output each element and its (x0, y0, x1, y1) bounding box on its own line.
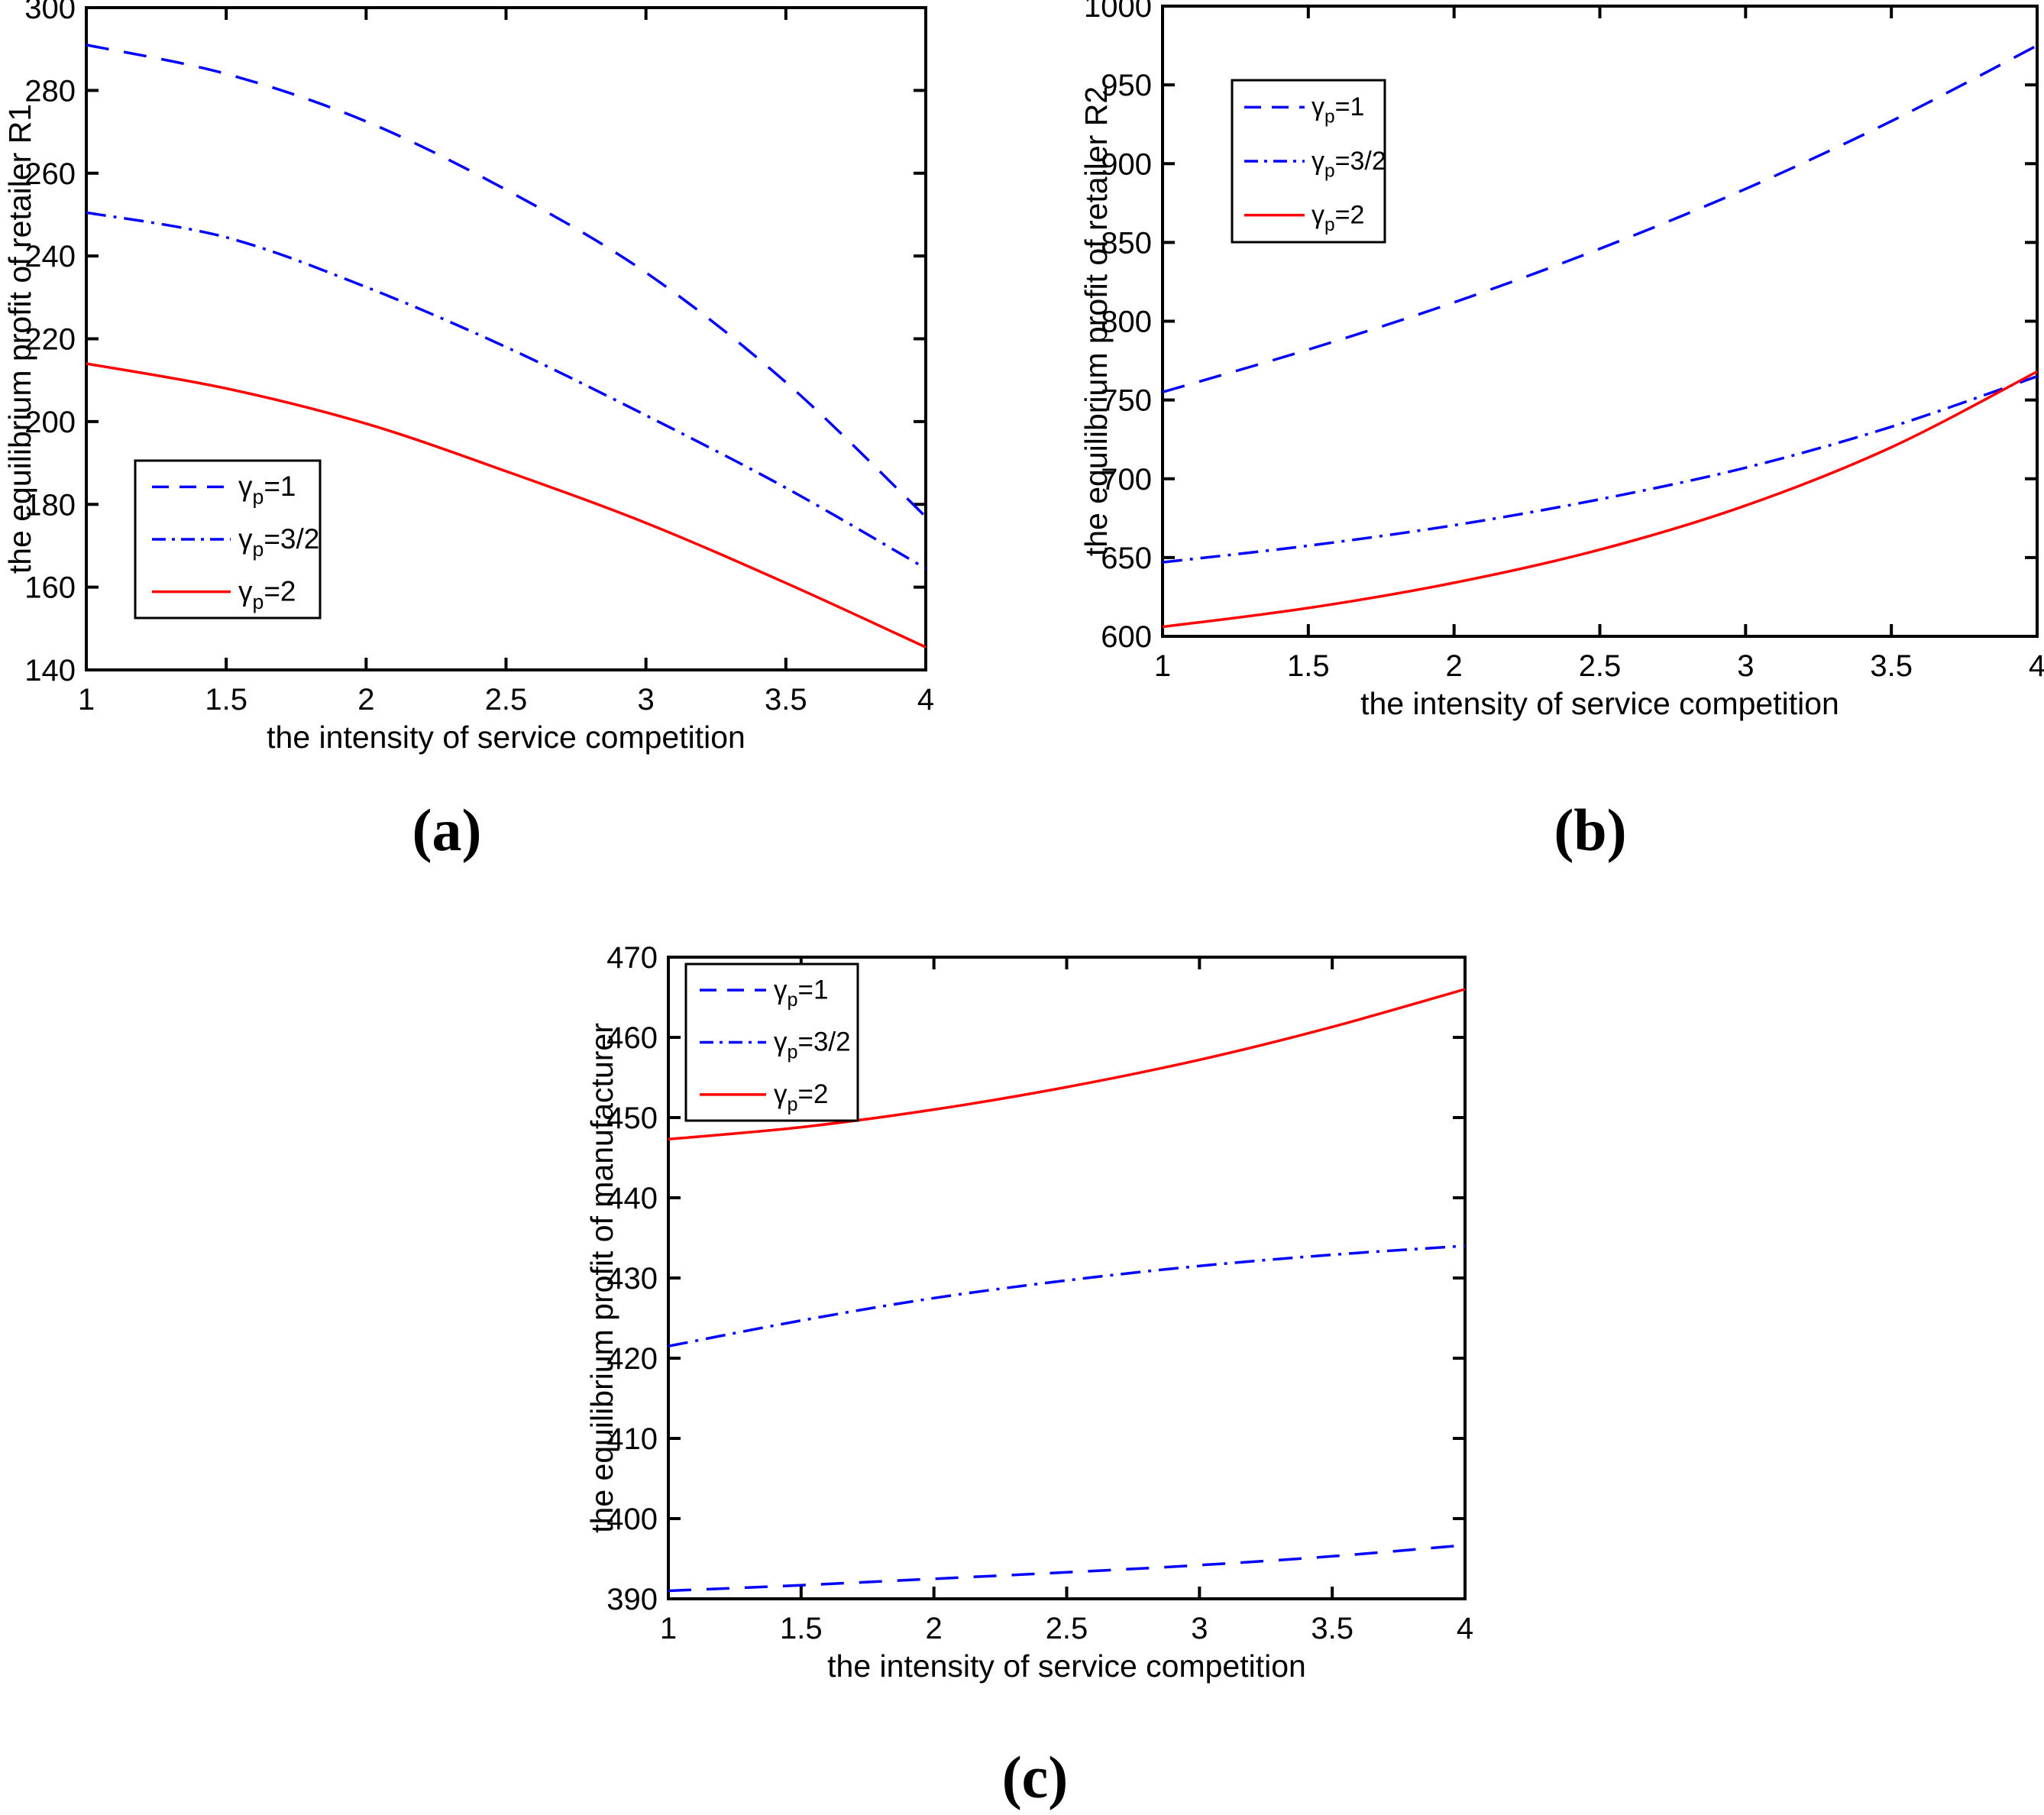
y-tick-label: 410 (606, 1422, 658, 1456)
legend-panel-b: γp=1 γp=3/2 γp=2 (1231, 79, 1386, 244)
x-tick-label: 3 (638, 683, 655, 717)
y-axis-label: the equilibrium profit of retailer R2 (1079, 86, 1114, 556)
chart-panel-c: 1 1.5 2 2.5 3 3.5 4 390 400 410 420 430 440 450 460 470… (584, 941, 1473, 1684)
y-tick-label: 220 (24, 323, 76, 357)
legend-entry-label: γp=3/2 (1311, 147, 1386, 182)
y-tick-label: 470 (606, 941, 658, 975)
x-tick-label: 1 (1154, 649, 1171, 683)
y-tick-label: 600 (1101, 620, 1152, 654)
legend-entry-label: γp=1 (1311, 92, 1364, 128)
x-tick-label: 4 (2029, 649, 2044, 683)
caption-panel-b: (b) (1554, 797, 1627, 863)
x-tick-label: 2 (357, 683, 374, 717)
legend-entry-label: γp=2 (238, 576, 296, 613)
legend-entry-label: γp=3/2 (238, 523, 319, 561)
y-tick-label: 430 (606, 1262, 658, 1296)
x-tick-label: 1 (660, 1612, 677, 1645)
x-tick-label: 3 (1191, 1612, 1208, 1645)
curve-gamma-p-3-2 (1162, 375, 2038, 564)
curve-gamma-p-2 (1162, 370, 2038, 629)
x-axis-label: the intensity of service competition (267, 720, 745, 755)
y-axis-label: the equilibrium profit of manufacturer (584, 1023, 619, 1533)
y-tick-label: 280 (24, 74, 76, 108)
chart-panel-b: 1 1.5 2 2.5 3 3.5 4 600 650 700 750 800 850 900 950 100… (1079, 0, 2044, 721)
legend-entry-label: γp=3/2 (774, 1027, 851, 1063)
y-axis-label: the equilibrium profit of retailer R1 (2, 104, 37, 574)
x-tick-label: 2 (1446, 649, 1463, 683)
y-tick-label: 180 (24, 488, 76, 522)
x-tick-label: 3.5 (1311, 1612, 1354, 1645)
y-tick-label: 650 (1101, 542, 1152, 575)
y-tick-label: 390 (606, 1583, 658, 1616)
curve-gamma-p-1 (86, 44, 927, 518)
legend-panel-c: γp=1 γp=3/2 γp=2 (684, 962, 859, 1122)
y-tick-label: 400 (606, 1503, 658, 1536)
x-axis-label: the intensity of service competition (1360, 686, 1839, 721)
y-tick-label: 240 (24, 240, 76, 273)
y-tick-label: 160 (24, 571, 76, 605)
x-tick-label: 3.5 (1870, 649, 1913, 683)
legend-entry-label: γp=1 (238, 471, 296, 508)
y-tick-label: 750 (1101, 384, 1152, 418)
curve-gamma-p-3-2 (668, 1244, 1466, 1348)
x-tick-label: 2 (926, 1612, 943, 1645)
y-tick-label: 450 (606, 1102, 658, 1135)
curve-gamma-p-3-2 (86, 211, 927, 570)
legend-panel-a: γp=1 γp=3/2 γp=2 (134, 459, 322, 620)
y-tick-label: 700 (1101, 463, 1152, 497)
legend-entry-label: γp=1 (774, 975, 828, 1011)
y-tick-label: 800 (1101, 306, 1152, 339)
x-tick-label: 4 (1457, 1612, 1473, 1645)
x-tick-label: 1.5 (780, 1612, 823, 1645)
legend-entry-label: γp=2 (1311, 201, 1364, 236)
y-tick-label: 460 (606, 1021, 658, 1055)
x-tick-label: 1.5 (1287, 649, 1330, 683)
curve-gamma-p-1 (668, 1543, 1466, 1593)
x-tick-label: 1 (78, 683, 95, 717)
y-tick-label: 300 (24, 0, 76, 25)
y-tick-label: 140 (24, 654, 76, 688)
y-tick-label: 200 (24, 406, 76, 439)
x-tick-label: 1.5 (205, 683, 247, 717)
curve-gamma-p-2 (86, 362, 927, 649)
x-tick-label: 4 (917, 683, 934, 717)
x-axis-label: the intensity of service competition (827, 1648, 1306, 1684)
curve-gamma-p-1 (1162, 44, 2038, 393)
y-tick-label: 900 (1101, 147, 1152, 181)
caption-panel-c: (c) (1001, 1744, 1069, 1810)
legend-entry-label: γp=2 (774, 1079, 828, 1115)
y-tick-label: 440 (606, 1182, 658, 1215)
x-tick-label: 3 (1737, 649, 1754, 683)
x-tick-label: 2.5 (1579, 649, 1622, 683)
caption-panel-a: (a) (412, 797, 482, 863)
chart-panel-a: 1 1.5 2 2.5 3 3.5 4 140 160 180 200 220 240 260 280 300… (2, 0, 934, 755)
y-tick-label: 850 (1101, 226, 1152, 260)
y-tick-label: 420 (606, 1342, 658, 1376)
curve-gamma-p-2 (668, 988, 1466, 1141)
y-tick-label: 1000 (1084, 0, 1152, 24)
x-tick-label: 3.5 (765, 683, 807, 717)
x-tick-label: 2.5 (485, 683, 528, 717)
y-tick-label: 950 (1101, 69, 1152, 102)
y-tick-label: 260 (24, 157, 76, 191)
x-tick-label: 2.5 (1046, 1612, 1088, 1645)
